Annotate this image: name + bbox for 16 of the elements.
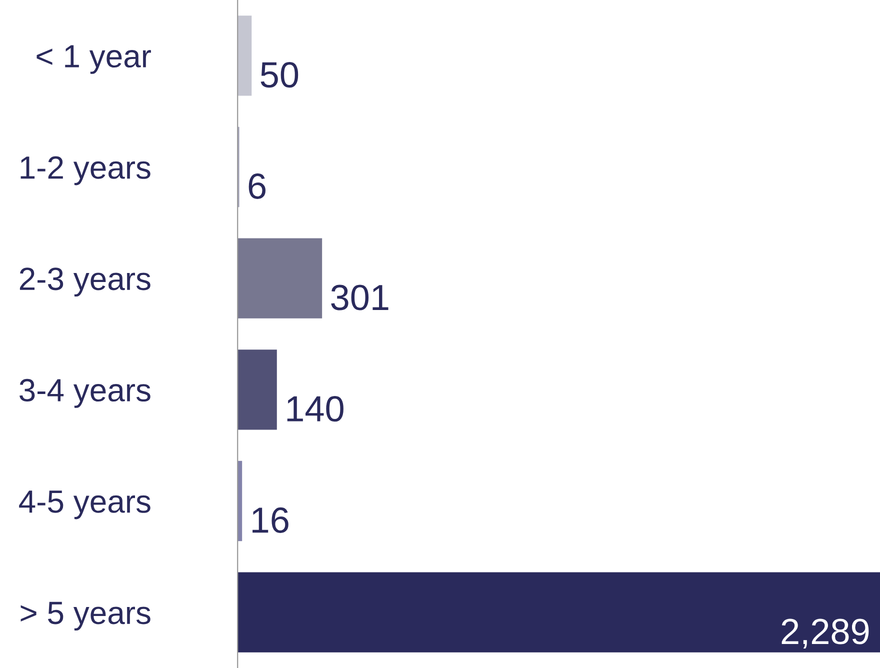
data-label: 50 (260, 62, 298, 88)
bar (238, 238, 322, 318)
data-label: 301 (331, 284, 388, 310)
bar (238, 16, 252, 96)
y-tick-label: 4-5 years (19, 490, 150, 520)
y-tick-label: 3-4 years (20, 378, 150, 408)
data-label: 16 (252, 507, 288, 533)
data-label: 2,289 (782, 618, 869, 649)
bar (238, 350, 277, 430)
data-label: 140 (287, 396, 344, 422)
bar (238, 572, 880, 652)
y-tick-label: > 5 years (20, 602, 150, 631)
y-tick-label: 2-3 years (20, 268, 150, 297)
y-tick-label: 1-2 years (20, 156, 150, 186)
data-label: 6 (248, 173, 266, 199)
y-tick-label: < 1 year (36, 45, 151, 74)
